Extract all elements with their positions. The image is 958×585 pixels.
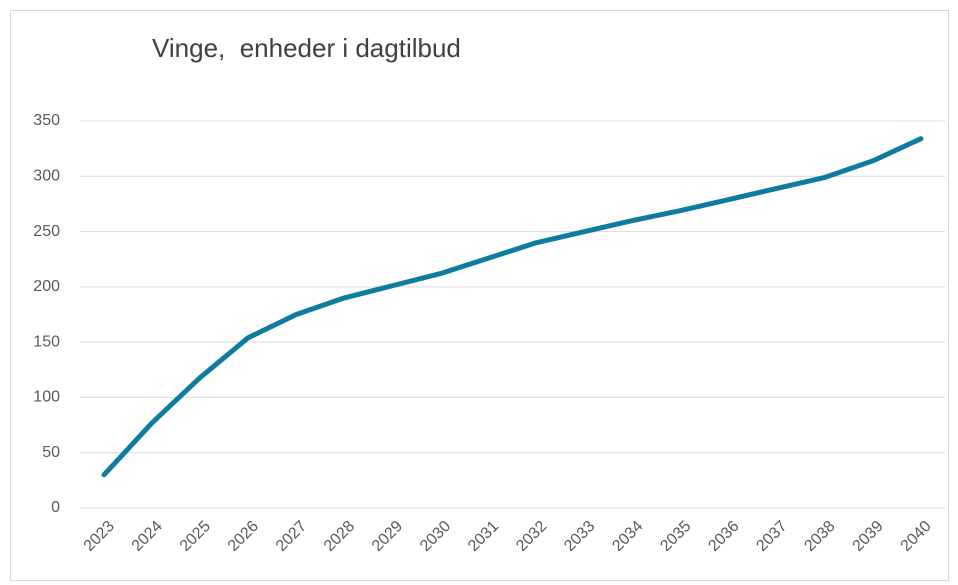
y-tick-label: 0 [51,499,60,516]
y-tick-label: 250 [33,223,60,240]
y-tick-label: 300 [33,168,60,185]
y-tick-label: 100 [33,389,60,406]
chart-frame [10,10,949,581]
y-tick-label: 150 [33,333,60,350]
chart-title: Vinge, enheder i dagtilbud [152,33,461,63]
y-tick-label: 350 [33,112,60,129]
data-line [101,136,924,478]
y-tick-label: 50 [42,444,60,461]
y-tick-label: 200 [33,278,60,295]
